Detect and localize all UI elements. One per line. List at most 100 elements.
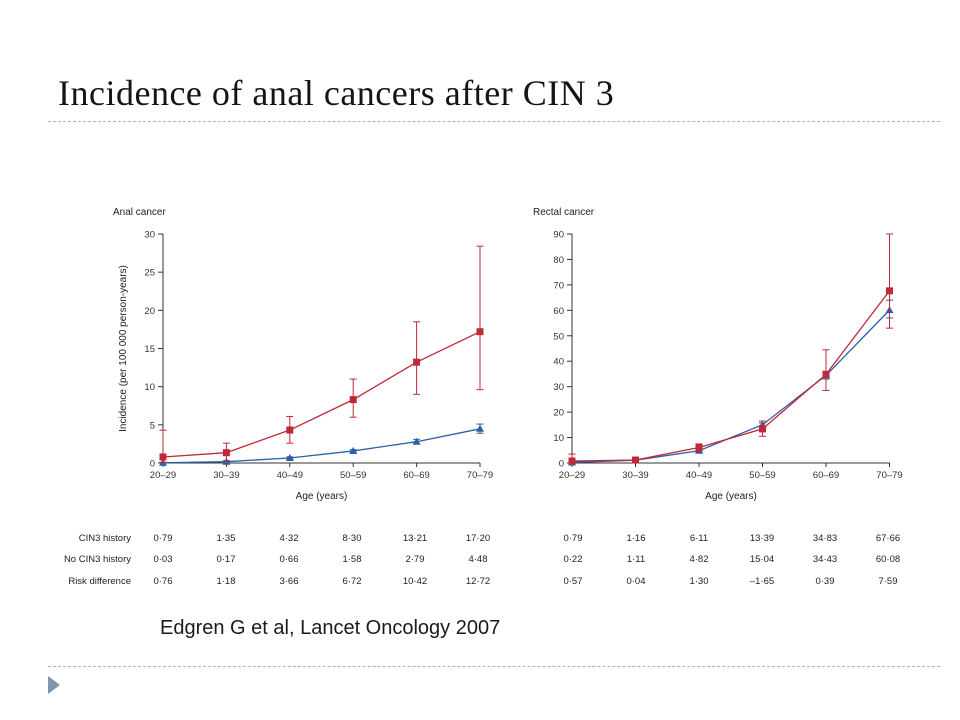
- series-no-cin3-history: [159, 423, 484, 466]
- table-cell: 4·32: [279, 533, 298, 544]
- data-point: [568, 457, 576, 465]
- y-tick-label: 50: [553, 331, 564, 342]
- x-tick-label: 70–79: [876, 470, 902, 481]
- data-point: [886, 287, 893, 295]
- series-no-cin3-history: [568, 299, 894, 466]
- table-cell: 1·16: [626, 533, 645, 544]
- table-cell: 1·35: [216, 533, 235, 544]
- x-tick-label: 30–39: [213, 470, 239, 481]
- y-tick-label: 5: [150, 420, 155, 431]
- data-point: [476, 328, 484, 336]
- y-tick-label: 30: [144, 230, 155, 241]
- table-cell: 12·72: [466, 576, 490, 587]
- data-point: [822, 370, 830, 378]
- table-cell: 13·21: [403, 533, 427, 544]
- data-table: 0·79 1·16 6·11 13·39 34·83 67·66 0·22 1·11 4·82 1…: [563, 533, 900, 587]
- x-tick-label: 40–49: [686, 470, 712, 481]
- table-cell: 0·04: [626, 576, 645, 587]
- series-line: [162, 428, 481, 464]
- x-tick-label: 70–79: [467, 470, 493, 481]
- x-tick-label: 60–69: [403, 470, 429, 481]
- table-cell: 0·79: [153, 533, 172, 544]
- data-point: [412, 437, 421, 445]
- table-cell: 34·43: [813, 554, 837, 565]
- data-point: [349, 446, 358, 454]
- table-row-label: No CIN3 history: [64, 554, 131, 565]
- y-tick-label: 90: [553, 230, 564, 241]
- table-cell: 0·76: [153, 576, 172, 587]
- data-point: [476, 424, 484, 432]
- series-line: [162, 331, 481, 458]
- top-divider: [48, 121, 940, 122]
- chart-panel-rectal: Rectal cancer 0 10 20 30 40 50 60 70 80 90 20–29 30–…: [533, 207, 903, 587]
- table-row-label: CIN3 history: [79, 533, 132, 544]
- data-table: CIN3 history 0·79 1·35 4·32 8·30 13·21 17·20 No…: [64, 533, 490, 587]
- table-cell: 6·72: [342, 576, 361, 587]
- table-cell: –1·65: [750, 576, 774, 587]
- table-cell: 10·42: [403, 576, 427, 587]
- y-tick-label: 0: [559, 459, 564, 470]
- data-point: [285, 453, 294, 461]
- y-tick-label: 15: [144, 344, 155, 355]
- y-tick-label: 70: [553, 280, 564, 291]
- table-cell: 0·39: [815, 576, 834, 587]
- table-cell: 7·59: [878, 576, 897, 587]
- table-cell: 0·22: [563, 554, 582, 565]
- table-cell: 67·66: [876, 533, 900, 544]
- table-cell: 1·11: [627, 554, 645, 565]
- citation: Edgren G et al, Lancet Oncology 2007: [160, 617, 501, 639]
- table-cell: 6·11: [690, 533, 708, 544]
- x-tick-label: 30–39: [622, 470, 648, 481]
- table-cell: 3·66: [279, 576, 298, 587]
- y-tick-label: 25: [144, 268, 155, 279]
- x-tick-label: 50–59: [340, 470, 366, 481]
- table-cell: 17·20: [466, 533, 490, 544]
- table-cell: 34·83: [813, 533, 837, 544]
- y-tick-label: 80: [553, 255, 564, 266]
- y-tick-label: 20: [144, 306, 155, 317]
- table-cell: 0·66: [279, 554, 298, 565]
- table-cell: 13·39: [750, 533, 774, 544]
- series-line: [571, 309, 890, 464]
- slide-title: Incidence of anal cancers after CIN 3: [58, 73, 615, 113]
- y-tick-label: 0: [150, 459, 155, 470]
- x-axis-label: Age (years): [705, 491, 757, 502]
- panel-title: Anal cancer: [113, 207, 166, 218]
- y-tick-label: 60: [553, 306, 564, 317]
- series-cin3-history: [568, 233, 893, 465]
- data-point: [632, 456, 639, 464]
- table-cell: 1·58: [342, 554, 361, 565]
- table-cell: 2·79: [405, 554, 424, 565]
- x-tick-label: 40–49: [277, 470, 303, 481]
- table-cell: 4·82: [689, 554, 708, 565]
- data-point: [759, 425, 766, 433]
- table-cell: 1·30: [689, 576, 708, 587]
- data-point: [695, 443, 703, 451]
- x-tick-label: 60–69: [813, 470, 839, 481]
- y-tick-label: 30: [553, 382, 564, 393]
- data-point: [349, 396, 357, 404]
- x-axis-label: Age (years): [296, 491, 348, 502]
- table-cell: 8·30: [342, 533, 361, 544]
- bottom-divider: [48, 666, 940, 667]
- data-point: [222, 449, 230, 457]
- y-tick-label: 10: [553, 433, 564, 444]
- data-point: [159, 453, 167, 461]
- table-cell: 0·57: [563, 576, 582, 587]
- bullet-arrow-icon: [48, 676, 60, 694]
- table-cell: 1·18: [216, 576, 235, 587]
- table-cell: 0·17: [216, 554, 235, 565]
- chart-panel-anal: Anal cancer 0 5 10 15 20 25 30 20–29 30–39 40–49 50…: [64, 207, 493, 587]
- table-row-label: Risk difference: [68, 576, 131, 587]
- series-line: [571, 290, 891, 462]
- x-tick-label: 50–59: [749, 470, 775, 481]
- table-cell: 60·08: [876, 554, 900, 565]
- y-axis-label: Incidence (per 100 000 person-years): [118, 265, 129, 432]
- table-cell: 0·03: [153, 554, 172, 565]
- table-cell: 15·04: [750, 554, 774, 565]
- panel-title: Rectal cancer: [533, 207, 595, 218]
- table-cell: 4·48: [468, 554, 487, 565]
- y-tick-label: 20: [553, 408, 564, 419]
- y-tick-label: 10: [144, 382, 155, 393]
